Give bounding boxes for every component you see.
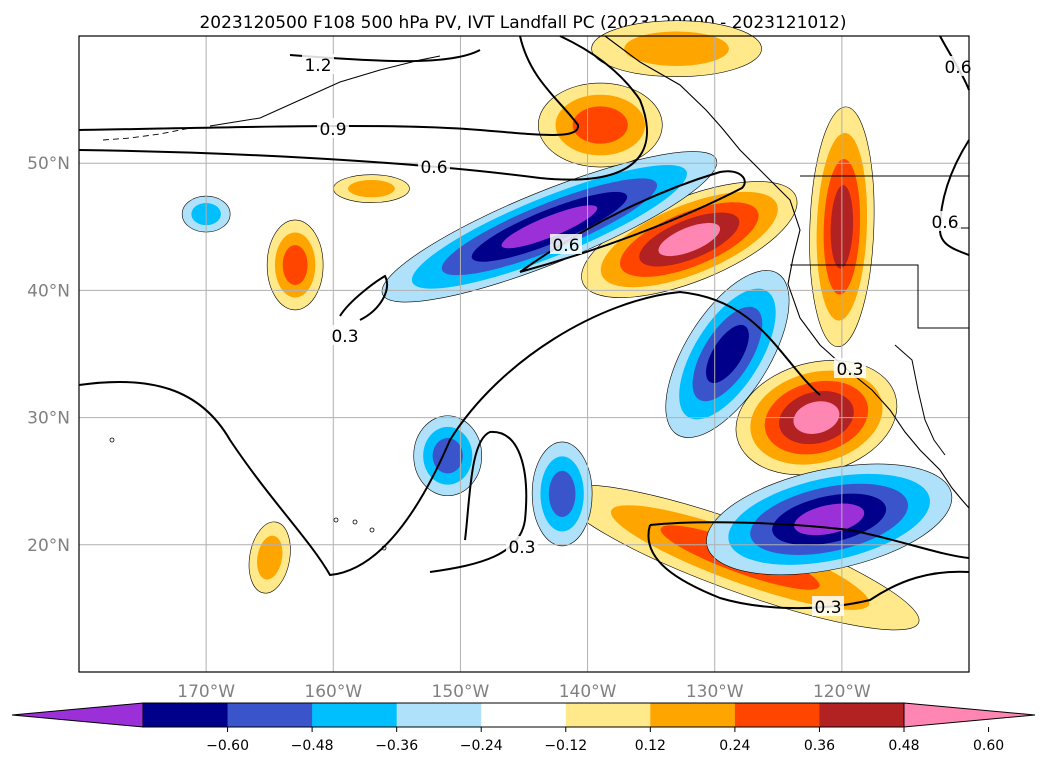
anomaly-level bbox=[658, 222, 721, 257]
colorbar-bin bbox=[396, 703, 482, 727]
anomaly-pos-gulf-alaska bbox=[537, 82, 663, 168]
colorbar-frame bbox=[142, 702, 905, 728]
pv-contour-label: 0.3 bbox=[331, 327, 358, 347]
lon-tick-label: 120°W bbox=[813, 682, 871, 702]
anomaly-level bbox=[282, 244, 308, 285]
anomaly-level bbox=[794, 503, 865, 536]
pv-contour-line bbox=[78, 35, 648, 181]
anomaly-level bbox=[348, 180, 395, 198]
pv-contour-label: 0.3 bbox=[836, 360, 863, 380]
pv-contour-label: 0.6 bbox=[420, 158, 447, 178]
pv-contour-label-bg bbox=[317, 118, 349, 138]
anomaly-pos-small-nw bbox=[333, 174, 410, 203]
colorbar-tick-label: −0.36 bbox=[375, 738, 418, 754]
lon-tick-label: 160°W bbox=[304, 682, 362, 702]
coastline-baja bbox=[894, 344, 946, 456]
pv-contour-label: 0.3 bbox=[814, 598, 841, 618]
colorbar-extend-low bbox=[11, 702, 144, 728]
colorbar-bin bbox=[312, 703, 398, 727]
colorbar-tick-label: −0.60 bbox=[206, 738, 249, 754]
anomaly-neg-mid-jet bbox=[381, 151, 718, 303]
lon-tick-label: 130°W bbox=[686, 682, 744, 702]
lat-tick-label: 50°N bbox=[27, 154, 70, 174]
anomaly-pos-jet-core bbox=[581, 181, 798, 298]
pv-contour-label: 0.9 bbox=[319, 120, 346, 140]
pv-contour-label: 0.6 bbox=[931, 213, 958, 233]
anomaly-pos-small-sw bbox=[248, 521, 291, 594]
pv-contour-label-bg bbox=[329, 325, 361, 345]
pv-contour-label: 0.3 bbox=[508, 538, 535, 558]
colorbar-extend-high bbox=[903, 702, 1036, 728]
coastline-north-america bbox=[604, 35, 970, 509]
anomaly-pos-small-west bbox=[266, 219, 324, 311]
pv-contour-label-bg bbox=[302, 54, 334, 74]
island bbox=[369, 527, 375, 533]
colorbar-tick-label: 0.36 bbox=[804, 738, 835, 754]
lon-tick-label: 150°W bbox=[432, 682, 490, 702]
anomaly-level bbox=[624, 31, 729, 66]
colorbar-tick-label: 0.48 bbox=[888, 738, 919, 754]
colorbar-tick-label: 0.24 bbox=[719, 738, 750, 754]
axis-labels: 50°N 40°N 30°N 20°N 170°W 160°W 150°W 140°W 130°… bbox=[27, 154, 871, 702]
colorbar-tick-label: 0.60 bbox=[973, 738, 1004, 754]
island bbox=[109, 437, 115, 443]
pv-contour-label-bg bbox=[550, 234, 582, 254]
colorbar-bin bbox=[819, 703, 905, 727]
anomaly-neg-central-subtrop bbox=[531, 441, 593, 547]
island bbox=[333, 517, 339, 523]
colorbar-bin bbox=[734, 703, 820, 727]
anomaly-level bbox=[256, 535, 283, 580]
pv-contour-line bbox=[519, 170, 746, 273]
anomaly-level bbox=[432, 437, 463, 474]
lat-tick-label: 20°N bbox=[27, 536, 70, 556]
anomaly-neg-subtropical bbox=[706, 463, 953, 576]
pv-contour-label-bg bbox=[418, 156, 450, 176]
pv-contour-label-bg bbox=[506, 536, 538, 556]
pv-contour-label: 0.6 bbox=[944, 58, 971, 78]
pv-contour-line bbox=[647, 521, 970, 610]
pv-contour-line bbox=[429, 430, 528, 573]
lon-tick-label: 140°W bbox=[559, 682, 617, 702]
anomaly-level bbox=[705, 324, 749, 384]
colorbar-tick-label: −0.12 bbox=[544, 738, 587, 754]
anomaly-level bbox=[501, 205, 598, 249]
colorbar-tick-label: 0.12 bbox=[635, 738, 666, 754]
chart-title: 2023120500 F108 500 hPa PV, IVT Landfall… bbox=[199, 13, 846, 33]
pv-contour-label: 0.6 bbox=[552, 236, 579, 256]
colorbar-tick-label: −0.48 bbox=[291, 738, 334, 754]
pv-contour-layer: 1.2 0.9 0.6 0.6 0.6 0.6 0.3 0.3 0.3 0.3 bbox=[78, 35, 974, 618]
pv-contour-label-bg bbox=[834, 358, 866, 378]
colorbar-bin bbox=[565, 703, 651, 727]
colorbar: −0.60 −0.48 −0.36 −0.24 −0.12 0.12 0.24 0.36 0.4… bbox=[11, 702, 1036, 754]
lat-tick-label: 30°N bbox=[27, 409, 70, 429]
coastline-aleutian-islands bbox=[102, 127, 191, 141]
colorbar-bin bbox=[481, 703, 567, 727]
island bbox=[352, 519, 358, 525]
pv-contour-line bbox=[78, 35, 579, 136]
colorbar-bin bbox=[650, 703, 736, 727]
pv-contour-line bbox=[78, 290, 821, 577]
pv-contour-line bbox=[339, 274, 388, 321]
anomaly-level bbox=[548, 470, 576, 518]
pv-contour-label-bg bbox=[942, 56, 974, 76]
colorbar-bin bbox=[143, 703, 229, 727]
lon-tick-label: 170°W bbox=[177, 682, 235, 702]
pv-contour-label-bg bbox=[929, 211, 961, 231]
colorbar-bin bbox=[227, 703, 313, 727]
anomaly-level bbox=[572, 106, 628, 144]
map-frame bbox=[78, 35, 970, 673]
anomaly-pos-ne-pacific-top bbox=[591, 20, 762, 78]
colorbar-tick-label: −0.24 bbox=[460, 738, 503, 754]
pv-contour-label: 1.2 bbox=[304, 56, 331, 76]
pv-contour-label-bg bbox=[812, 596, 844, 616]
map-panel: 1.2 0.9 0.6 0.6 0.6 0.6 0.3 0.3 0.3 0.3 bbox=[78, 20, 974, 673]
lat-tick-label: 40°N bbox=[27, 281, 70, 301]
